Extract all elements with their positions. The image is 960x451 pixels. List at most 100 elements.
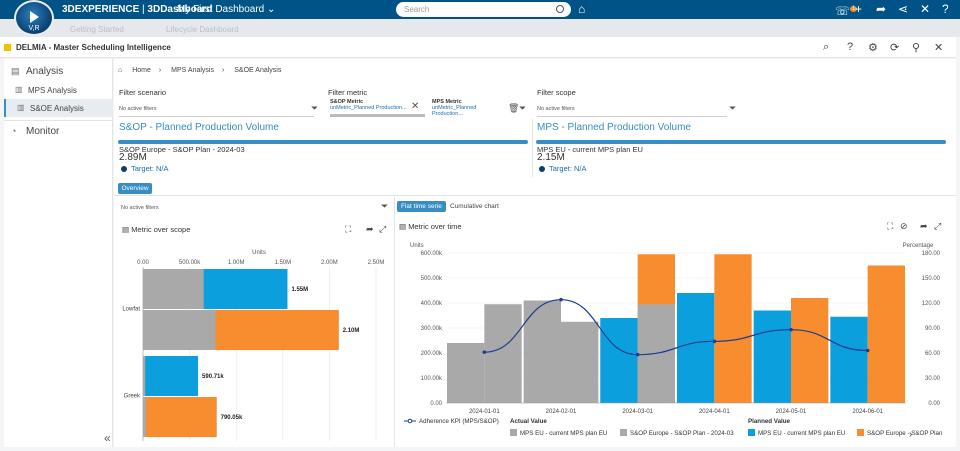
scope-category-label: Lowfat — [122, 307, 140, 313]
hide-icon[interactable]: ⊘ — [900, 221, 908, 231]
tab-overview[interactable]: Overview — [118, 183, 152, 194]
time-y-right-tick: 30.00 — [925, 376, 941, 382]
time-bar-planned-mps — [600, 318, 638, 403]
focus-icon[interactable]: ⛶ — [345, 224, 352, 234]
filter-funnel-icon[interactable]: ⏷ — [311, 103, 319, 113]
section-filter-field[interactable]: No active filters — [121, 205, 159, 211]
notification-icon[interactable]: ☏ 1 — [835, 4, 858, 18]
share-icon[interactable]: ➦ — [366, 224, 374, 234]
dashboard-tabs: Getting Started Lifecycle Dashboard — [0, 19, 960, 37]
sidebar-item-mps-analysis[interactable]: ▥ MPS Analysis — [4, 81, 113, 99]
chevron-down-icon: ⌄ — [267, 4, 276, 15]
time-bar-planned-mps — [677, 293, 715, 403]
collapse-sidebar-icon[interactable]: « — [104, 431, 111, 445]
scope-x-tick-label: 500.00k — [179, 260, 201, 266]
time-adherence-line — [484, 299, 868, 356]
scope-data-label: 1.55M — [291, 287, 308, 293]
help-icon[interactable]: ? — [847, 41, 854, 53]
sidebar-section-analysis[interactable]: ▤ Analysis — [4, 61, 113, 81]
metric-chip-mps[interactable]: MPS Metric unMetric_Planned Production... — [432, 99, 507, 117]
time-y-left-tick: 500.00k — [421, 276, 443, 282]
home-icon[interactable]: ⌂ — [118, 67, 123, 74]
time-x-tick-label: 2024-02-01 — [546, 409, 577, 415]
time-bar-actual-mps — [523, 300, 561, 403]
scope-x-axis-label: Units — [252, 250, 266, 256]
pin-icon[interactable]: ⚲ — [912, 42, 921, 54]
cumulative-chart-button[interactable]: Cumulative chart — [450, 203, 499, 210]
legend-next-icon[interactable]: › — [909, 429, 913, 440]
time-x-tick-label: 2024-06-01 — [852, 409, 883, 415]
close-icon[interactable]: ✕ — [411, 101, 420, 112]
trash-icon[interactable]: 🗑 — [508, 103, 520, 113]
filter-funnel-icon[interactable]: ⏷ — [519, 103, 527, 113]
filter-scope-field[interactable]: No active filters — [537, 101, 727, 117]
share-icon[interactable]: ➦ — [920, 221, 928, 231]
time-chart: Units Percentage 0.00 100.00k 200.00k 300.00k… — [404, 243, 943, 437]
top-bar: 3DEXPERIENCE | 3DDashboard My First Dash… — [0, 0, 960, 19]
tab-getting-started[interactable]: Getting Started — [70, 25, 124, 34]
kpi-sop-scenario: S&OP Europe - S&OP Plan - 2024-03 — [119, 145, 245, 154]
legend-swatch — [748, 429, 755, 436]
time-y-left-tick: 400.00k — [421, 301, 443, 307]
compass-logo[interactable]: V,R — [14, 0, 54, 36]
kpi-sop-bar — [118, 140, 528, 144]
share-arrow-icon[interactable]: ➦ — [876, 2, 887, 16]
chart-icon: ▤ — [399, 222, 407, 231]
time-bar-planned-mps — [830, 316, 868, 403]
kpi-mps-value: 2.15M — [537, 152, 565, 163]
notification-count: 1 — [850, 6, 858, 12]
time-x-tick-label: 2024-01-01 — [469, 409, 500, 415]
sidebar-item-soe-analysis[interactable]: ▥ S&OE Analysis — [4, 99, 113, 117]
legend-series-label: S&OP Europe - S&OP Plan - 2024-03 — [630, 430, 734, 437]
legend-swatch — [857, 429, 864, 436]
breadcrumb-mps-analysis[interactable]: MPS Analysis — [171, 67, 214, 74]
focus-icon[interactable]: ⛶ — [887, 221, 894, 231]
divider — [394, 197, 395, 447]
time-bar-planned-sop — [791, 298, 829, 403]
fullscreen-icon[interactable]: ⤢ — [379, 224, 387, 234]
scope-data-label: 2.10M — [343, 328, 360, 334]
breadcrumb-sep: › — [221, 67, 225, 74]
time-y-left-tick: 0.00 — [430, 401, 442, 407]
breadcrumb: ⌂ Home › MPS Analysis › S&OE Analysis — [118, 67, 289, 74]
close-icon[interactable]: ✕ — [934, 42, 944, 54]
scope-x-tick-label: 1.00M — [228, 260, 245, 266]
time-adherence-point — [559, 297, 563, 302]
metric-chip-sop[interactable]: S&OP Metric unMetric_Planned Production..… — [330, 99, 425, 117]
time-x-tick-label: 2024-05-01 — [776, 409, 807, 415]
flat-time-serie-button[interactable]: Flat time serie — [397, 201, 446, 212]
play-icon — [29, 11, 39, 23]
time-y-left-tick: 200.00k — [421, 351, 443, 357]
add-icon[interactable]: + — [855, 2, 863, 16]
gear-icon[interactable]: ⚙ — [868, 42, 878, 54]
tools-icon[interactable]: ✕ — [920, 2, 931, 16]
time-x-tick-label: 2024-04-01 — [699, 409, 730, 415]
search-icon[interactable]: ⌕ — [823, 41, 830, 53]
tab-lifecycle-dashboard[interactable]: Lifecycle Dashboard — [166, 25, 239, 34]
search-input[interactable]: Search — [396, 2, 571, 17]
refresh-icon[interactable]: ⟳ — [890, 42, 900, 54]
sidebar-section-monitor[interactable]: ◔ Monitor — [4, 120, 113, 140]
filter-scenario-field[interactable]: No active filters — [119, 101, 314, 117]
dashboard-title[interactable]: My First Dashboard ⌄ — [177, 4, 275, 15]
time-y-right-tick: 60.00 — [925, 351, 941, 357]
filter-funnel-icon[interactable]: ⏷ — [729, 103, 737, 113]
time-adherence-point — [712, 339, 717, 344]
time-y-right-tick: 120.00 — [922, 301, 941, 307]
breadcrumb-home[interactable]: Home — [132, 67, 151, 74]
tag-icon[interactable]: ⌂ — [578, 2, 586, 16]
fullscreen-icon[interactable]: ⤢ — [934, 221, 942, 231]
time-bar-actual-sop — [484, 304, 522, 403]
network-share-icon[interactable]: ⋖ — [898, 2, 909, 16]
breadcrumb-sep: › — [158, 67, 162, 74]
search-icon[interactable] — [556, 5, 564, 13]
metric-chip-title: S&OP Metric — [330, 99, 364, 105]
legend-swatch — [620, 429, 627, 436]
help-icon[interactable]: ? — [942, 2, 949, 16]
time-y-left-label: Units — [410, 243, 424, 249]
filter-funnel-icon[interactable]: ⏷ — [381, 201, 389, 211]
scope-chart-title: ▤ Metric over scope — [122, 225, 190, 234]
kpi-mps-target: Target: N/A — [539, 164, 587, 173]
widget-title: DELMIA - Master Scheduling Intelligence — [16, 43, 171, 52]
kpi-sop-target: Target: N/A — [121, 164, 169, 173]
